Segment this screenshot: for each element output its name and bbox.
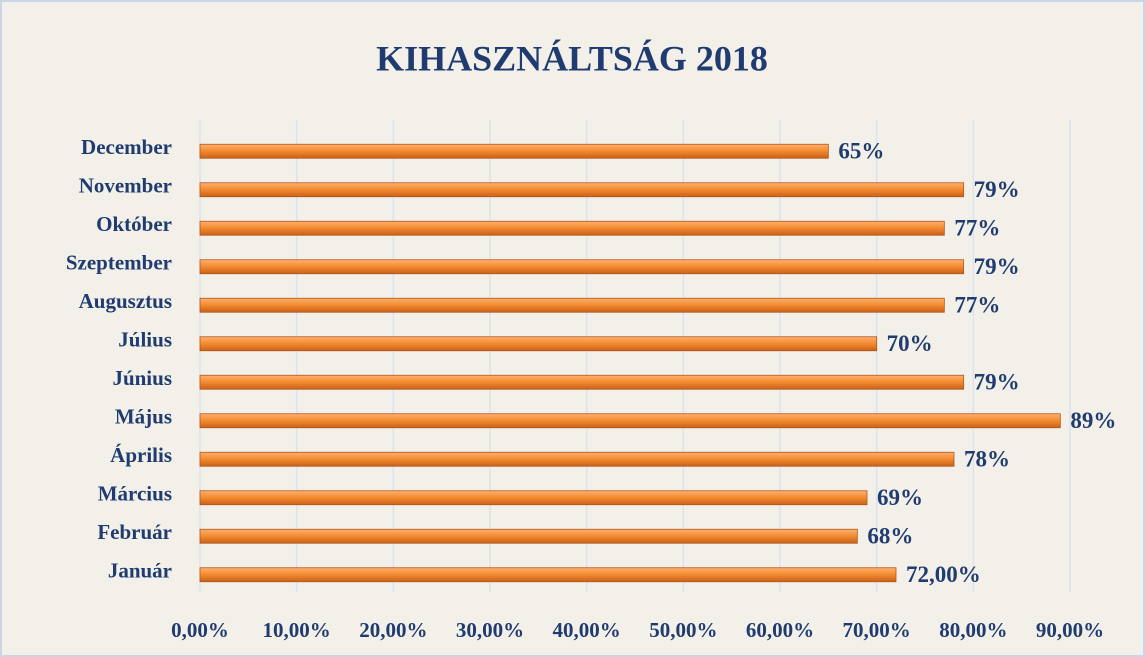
x-tick-label: 90,00% <box>1036 618 1104 642</box>
y-tick-label: Május <box>115 405 172 429</box>
bar <box>199 336 878 352</box>
x-tick-label: 20,00% <box>359 618 427 642</box>
x-tick-label: 70,00% <box>843 618 911 642</box>
x-tick-label: 30,00% <box>456 618 524 642</box>
bar <box>199 413 1061 429</box>
y-tick-label: Szeptember <box>66 251 172 275</box>
y-tick-label: November <box>79 174 172 198</box>
x-tick-label: 40,00% <box>553 618 621 642</box>
y-tick-label: Április <box>110 443 172 467</box>
y-tick-label: December <box>81 135 172 159</box>
value-label: 70% <box>887 331 933 356</box>
value-label: 69% <box>877 485 923 510</box>
value-label: 65% <box>838 139 884 164</box>
value-label: 79% <box>974 254 1020 279</box>
value-label: 68% <box>867 524 913 549</box>
x-tick-label: 80,00% <box>939 618 1007 642</box>
bar <box>199 374 965 390</box>
x-tick-label: 50,00% <box>649 618 717 642</box>
y-tick-label: Február <box>97 520 172 544</box>
x-tick-label: 0,00% <box>171 618 229 642</box>
bar <box>199 220 945 236</box>
value-label: 72,00% <box>906 562 981 587</box>
y-tick-label: Június <box>112 366 172 390</box>
y-tick-label: Október <box>96 212 172 236</box>
bar <box>199 528 858 544</box>
y-tick-label: Július <box>118 328 172 352</box>
value-label: 77% <box>954 293 1000 318</box>
bar <box>199 297 945 313</box>
x-tick-label: 60,00% <box>746 618 814 642</box>
bar <box>199 567 897 583</box>
value-label: 89% <box>1070 408 1116 433</box>
value-label: 77% <box>954 216 1000 241</box>
value-label: 79% <box>974 370 1020 395</box>
y-tick-label: Március <box>98 482 172 506</box>
y-tick-label: Január <box>108 559 172 583</box>
x-tick-label: 10,00% <box>263 618 331 642</box>
bar <box>199 182 965 198</box>
y-tick-label: Augusztus <box>79 289 172 313</box>
bar <box>199 490 868 506</box>
bar <box>199 451 955 467</box>
value-label: 78% <box>964 447 1010 472</box>
bar <box>199 259 965 275</box>
chart-title: KIHASZNÁLTSÁG 2018 <box>376 38 768 78</box>
bar <box>199 143 829 159</box>
value-label: 79% <box>974 177 1020 202</box>
